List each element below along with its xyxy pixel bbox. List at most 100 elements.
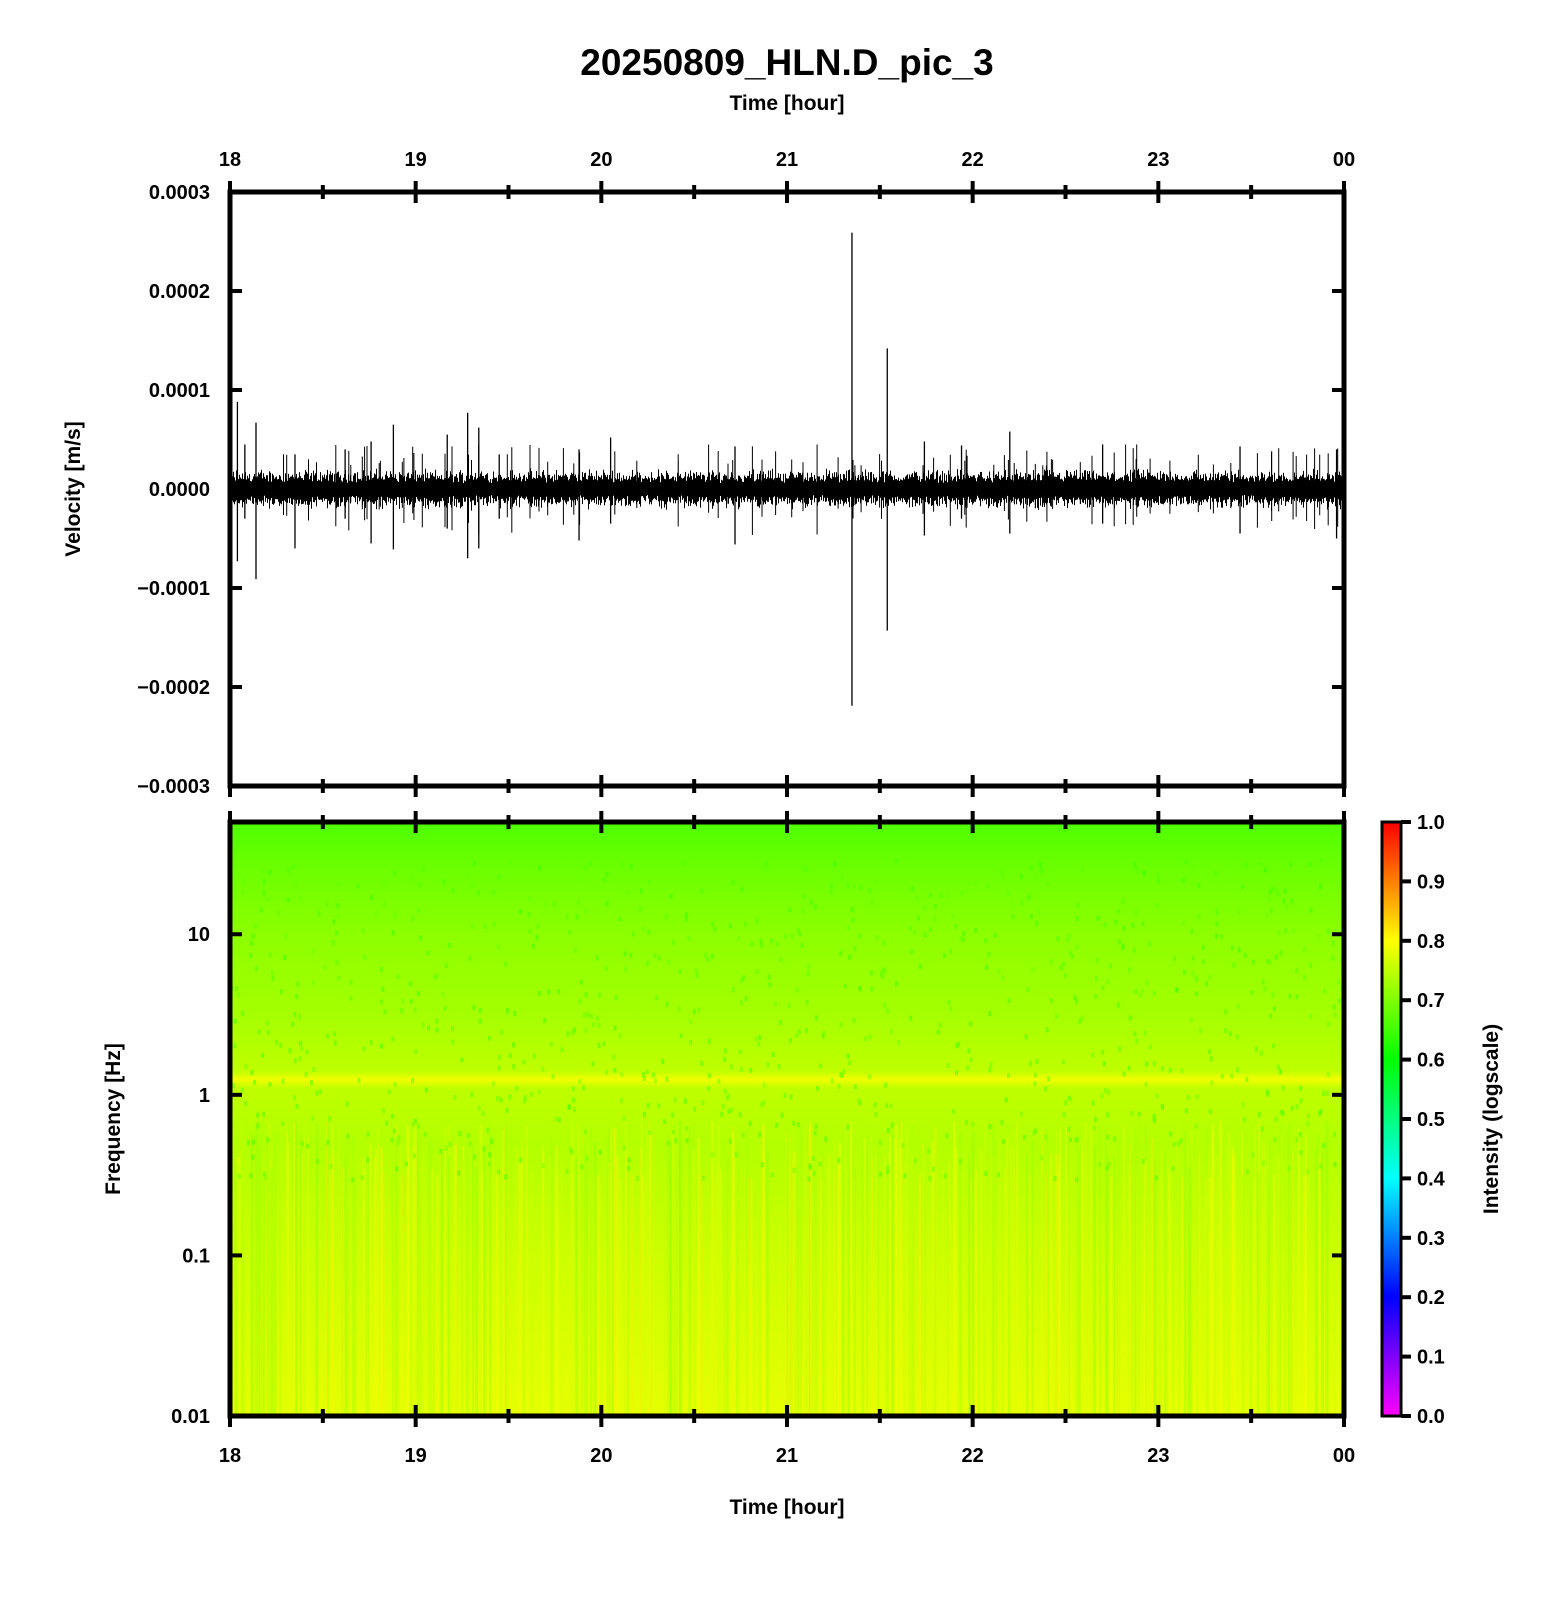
spectrogram-streak (1065, 1126, 1068, 1416)
spectrogram-speckle (1268, 889, 1272, 895)
spectrogram-streak (408, 1155, 412, 1416)
spectrogram-speckle (1105, 1134, 1109, 1140)
spectrogram-speckle (366, 1157, 370, 1163)
spectrogram-speckle (483, 924, 487, 930)
spectrogram-streak (823, 1161, 827, 1416)
spectrogram-speckle (1102, 1061, 1106, 1067)
spectrogram-streak (1138, 1120, 1140, 1416)
spectrogram-speckle (1091, 1052, 1095, 1058)
spectrogram-speckle (1108, 963, 1112, 969)
spectrogram-speckle (381, 986, 385, 992)
spectrogram-speckle (1235, 1034, 1239, 1040)
spectrogram-speckle (241, 1010, 245, 1016)
spectrogram-streak (341, 1166, 344, 1416)
spectrogram-speckle (779, 957, 783, 963)
spectrogram-speckle (1277, 930, 1281, 936)
spectrogram-speckle (863, 1036, 867, 1042)
spectrogram-streak (918, 1174, 921, 1416)
spectrogram-speckle (671, 939, 675, 945)
spectrogram-streak (1318, 1169, 1320, 1416)
spectrogram-speckle (589, 861, 593, 866)
spectrogram-speckle (418, 935, 422, 941)
spectrogram-streak (431, 1169, 434, 1416)
spectrogram-streak (889, 1137, 892, 1416)
spectrogram-streak (611, 1149, 614, 1416)
spectrogram-speckle (750, 941, 754, 947)
spectrogram-speckle (1039, 862, 1042, 868)
spectrogram-speckle (665, 1002, 669, 1007)
spectrogram-streak (250, 1131, 253, 1416)
spectrogram-speckle (1318, 1111, 1322, 1117)
spectrogram-speckle (762, 1082, 766, 1088)
spectrogram-speckle (1144, 1082, 1148, 1087)
spectrogram-streak (236, 1163, 239, 1416)
spectrogram-speckle (661, 1059, 665, 1064)
spectrogram-streak (505, 1124, 507, 1416)
spectrogram-streak (365, 1152, 368, 1416)
spectrogram-speckle (840, 876, 844, 882)
spectrogram-streak (924, 1178, 927, 1416)
bottom-x-tick-label: 18 (219, 1445, 241, 1467)
spectrogram-streak (1028, 1174, 1031, 1416)
spectrogram-speckle (597, 992, 601, 998)
spectrogram-streak (1055, 1131, 1058, 1416)
spectrogram-speckle (707, 1073, 711, 1079)
spectrogram-speckle (889, 1029, 893, 1035)
spectrogram-speckle (1175, 987, 1179, 993)
spectrogram-speckle (760, 1102, 764, 1108)
colorbar: 0.0 0.1 0.2 0.3 0.4 0.5 0.6 0.7 0.8 0.9 1.0 Intens… (1380, 812, 1503, 1428)
spectrogram-streak (1216, 1154, 1219, 1416)
spectrogram-streak (790, 1126, 793, 1416)
spectrogram-streak (934, 1171, 937, 1416)
spectrogram-streak (475, 1177, 478, 1416)
spectrogram-speckle (382, 881, 386, 887)
spectrogram-speckle (884, 1082, 888, 1088)
spectrogram-speckle (1240, 884, 1244, 890)
spectrogram-speckle (1141, 920, 1145, 926)
spectrogram-speckle (1007, 890, 1011, 896)
spectrogram-speckle (669, 894, 673, 899)
spectrogram-speckle (301, 1141, 304, 1146)
spectrogram-speckle (788, 907, 792, 913)
spectrogram-streak (688, 1126, 692, 1416)
spectrogram-streak (1135, 1172, 1138, 1416)
spectrogram-speckle (457, 1170, 461, 1176)
spectrogram-speckle (1081, 867, 1084, 873)
spectrogram-speckle (852, 883, 856, 888)
spectrogram-streak (871, 1159, 873, 1416)
spectrogram-speckle (1306, 1121, 1310, 1127)
spectrogram-speckle (262, 1111, 265, 1117)
spectrogram-speckle (233, 1043, 237, 1049)
spectrogram-speckle (1332, 1004, 1336, 1010)
spectrogram-streak (793, 1151, 796, 1416)
spectrogram-streak (1166, 1139, 1169, 1416)
spectrogram-speckle (1095, 957, 1099, 963)
spectrogram-speckle (915, 896, 919, 902)
top-x-tick-label: 22 (962, 149, 984, 171)
spectrogram-speckle (393, 1081, 397, 1087)
spectrogram-streak (285, 1125, 288, 1416)
spectrogram-streak (561, 1162, 563, 1416)
spectrogram-streak (441, 1149, 443, 1416)
spectrogram-speckle (473, 1154, 477, 1160)
spectrogram-speckle (315, 1090, 319, 1096)
spectrogram-speckle (413, 1118, 417, 1124)
spectrogram-streak (970, 1176, 973, 1416)
spectrogram-speckle (678, 969, 682, 975)
spectrogram-streak (816, 1170, 819, 1416)
spectrogram-speckle (1029, 914, 1033, 919)
spectrogram-streak (489, 1133, 492, 1416)
spectrogram-streak (958, 1142, 961, 1416)
spectrogram-speckle (1191, 955, 1195, 961)
spectrogram-speckle (1194, 1123, 1198, 1129)
spectrogram-speckle (792, 1167, 796, 1173)
spectrogram-speckle (627, 1157, 631, 1163)
spectrogram-streak (719, 1171, 722, 1416)
spectrogram-speckle (337, 881, 341, 887)
spectrogram-streak (971, 1132, 975, 1416)
spectrogram-streak (577, 1123, 580, 1416)
spectrogram-speckle (241, 890, 245, 896)
spectrogram-streak (641, 1176, 645, 1416)
spectrogram-speckle (1143, 1030, 1147, 1036)
spectrogram-streak (1271, 1125, 1273, 1416)
